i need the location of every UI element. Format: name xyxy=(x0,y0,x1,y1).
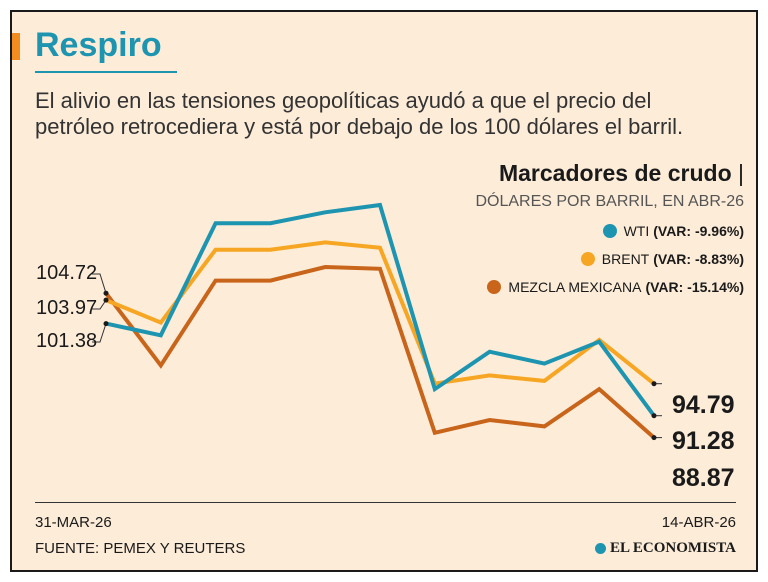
legend-item-mezcla: MEZCLA MEXICANA (VAR: -15.14%) xyxy=(487,279,744,295)
legend-title-text: Marcadores de crudo xyxy=(498,160,732,186)
start-label-brent: 103.97 xyxy=(36,297,98,319)
legend-item-wti: WTI (VAR: -9.96%) xyxy=(602,223,744,239)
x-axis-start-label: 31-MAR-26 xyxy=(35,514,112,531)
start-point-brent xyxy=(103,297,109,303)
start-label-wti: 101.38 xyxy=(36,330,98,352)
legend-subtitle: DÓLARES POR BARRIL, EN ABR-26 xyxy=(475,193,744,210)
legend-title-pipe: | xyxy=(738,160,744,186)
x-axis-end-label: 14-ABR-26 xyxy=(661,514,736,531)
end-label-wti: 91.28 xyxy=(672,427,735,455)
start-leader-wti xyxy=(92,323,107,343)
start-point-wti xyxy=(103,321,109,327)
end-label-mezcla: 88.87 xyxy=(672,464,735,492)
series-line-wti xyxy=(105,202,656,417)
legend-var-mezcla: (VAR: -15.14%) xyxy=(645,279,744,295)
legend-dot-brent xyxy=(580,252,595,266)
end-point-mezcla xyxy=(651,435,657,441)
end-point-wti xyxy=(651,413,657,419)
start-point-mezcla xyxy=(103,290,109,296)
infographic-card: Respiro El alivio en las tensiones geopo… xyxy=(10,10,758,572)
end-label-brent: 94.79 xyxy=(672,391,735,419)
line-chart xyxy=(92,202,662,441)
start-leader-brent xyxy=(92,299,107,310)
legend-dot-wti xyxy=(602,224,617,238)
legend-title: Marcadores de crudo | xyxy=(499,160,744,187)
series-line-mezcla xyxy=(104,264,656,440)
brand-icon xyxy=(595,543,606,554)
series-line-brent xyxy=(105,240,656,386)
legend-var-brent: (VAR: -8.83%) xyxy=(653,251,744,267)
source-note: FUENTE: PEMEX Y REUTERS xyxy=(35,540,246,557)
legend-name-wti: WTI xyxy=(623,223,650,239)
title-underline xyxy=(35,71,177,73)
title-accent-bar xyxy=(12,33,20,60)
legend-var-wti: (VAR: -9.96%) xyxy=(653,223,744,239)
page-title: Respiro xyxy=(35,26,162,64)
brand-logo: EL ECONOMISTA xyxy=(595,540,736,557)
legend-name-mezcla: MEZCLA MEXICANA xyxy=(508,279,642,295)
legend-dot-mezcla xyxy=(487,280,502,294)
page-subtitle: El alivio en las tensiones geopolíticas … xyxy=(35,88,684,139)
brand-text: EL ECONOMISTA xyxy=(610,540,736,556)
start-label-mezcla: 104.72 xyxy=(36,262,98,284)
legend-name-brent: BRENT xyxy=(601,251,650,267)
start-leader-mezcla xyxy=(92,273,107,294)
legend-item-brent: BRENT (VAR: -8.83%) xyxy=(580,251,744,267)
x-axis-line xyxy=(35,502,736,503)
end-point-brent xyxy=(651,381,657,387)
